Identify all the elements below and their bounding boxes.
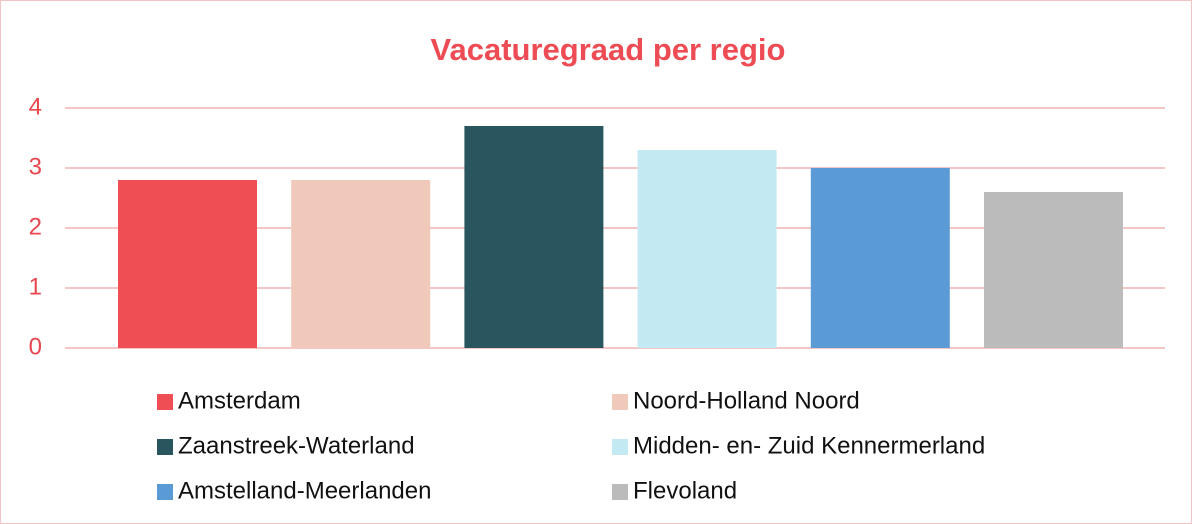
- bar: [291, 180, 431, 348]
- legend-label: Zaanstreek-Waterland: [178, 432, 415, 459]
- legend-swatch: [612, 484, 628, 500]
- bar: [464, 126, 604, 348]
- bar: [637, 150, 777, 348]
- legend-label: Amstelland-Meerlanden: [178, 477, 431, 504]
- legend-swatch: [157, 394, 173, 410]
- legend-swatch: [157, 439, 173, 455]
- chart-title: Vacaturegraad per regio: [431, 32, 786, 67]
- legend-label: Noord-Holland Noord: [633, 387, 860, 414]
- y-tick-label: 1: [29, 273, 42, 300]
- legend-swatch: [612, 394, 628, 410]
- legend-swatch: [612, 439, 628, 455]
- y-tick-label: 3: [29, 153, 42, 180]
- y-tick-label: 0: [29, 333, 42, 360]
- legend-swatch: [157, 484, 173, 500]
- bar: [984, 192, 1123, 348]
- bar: [118, 180, 257, 348]
- y-tick-label: 2: [29, 213, 42, 240]
- legend-label: Amsterdam: [178, 387, 301, 414]
- legend-label: Midden- en- Zuid Kennermerland: [633, 432, 985, 459]
- legend-label: Flevoland: [633, 477, 737, 504]
- y-tick-label: 4: [29, 93, 42, 120]
- bar: [810, 168, 950, 348]
